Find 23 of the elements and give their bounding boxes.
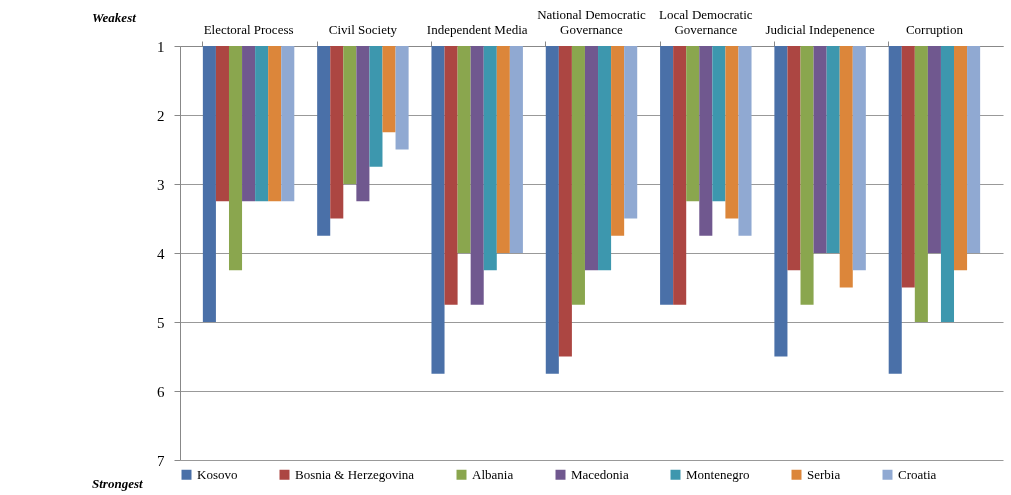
x-tick-label: Local Democratic Governance: [659, 6, 753, 37]
y-tick-label: 2: [157, 107, 165, 124]
x-tick-label: Independent Media: [426, 21, 528, 37]
y-tick-label: 4: [157, 245, 165, 262]
y-tick-label: 1: [157, 38, 165, 55]
x-tick-label: Corruption: [905, 21, 964, 37]
y-tick-label: 5: [157, 314, 165, 331]
x-tick-label: Electoral Process: [203, 21, 294, 37]
y-tick-label: 3: [157, 176, 165, 193]
x-tick-label: Civil Society: [328, 21, 398, 37]
text: Strongest: [92, 476, 143, 491]
x-tick-label: Judicial Indepenence: [765, 21, 876, 37]
legend-label: Macedonia: [571, 466, 629, 482]
legend-label: Croatia: [898, 466, 937, 482]
text: Weakest: [92, 10, 137, 25]
legend-label: Kosovo: [197, 466, 238, 482]
legend-label: Bosnia & Herzegovina: [295, 466, 415, 482]
y-tick-label: 6: [157, 383, 165, 400]
x-tick-label: National Democratic Governance: [537, 6, 647, 37]
legend-label: Montenegro: [686, 466, 750, 482]
legend-label: Serbia: [807, 466, 841, 482]
y-tick-label: 7: [157, 452, 165, 469]
legend-label: Albania: [472, 466, 514, 482]
